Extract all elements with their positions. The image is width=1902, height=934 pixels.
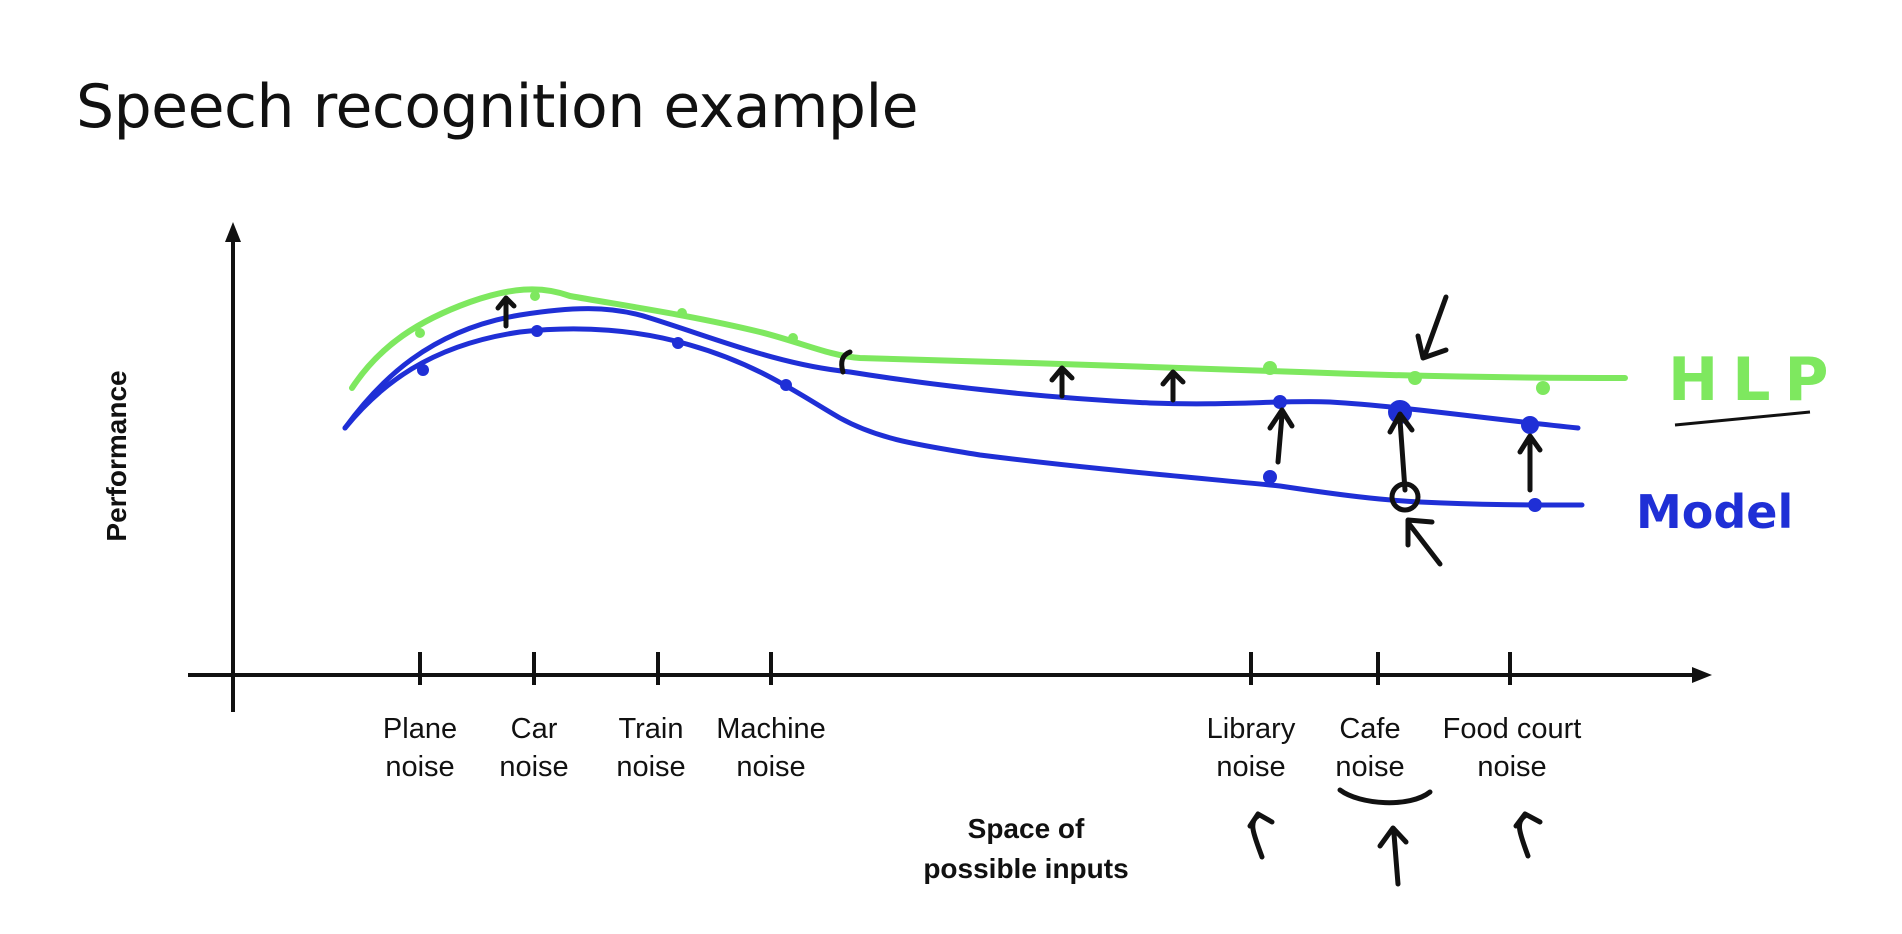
x-axis-label-line1: Space of: [968, 813, 1085, 844]
tick-label: noise: [499, 751, 568, 783]
gap-arrow-cafe: [1387, 411, 1415, 493]
tick-label: noise: [1216, 751, 1285, 783]
tick-label: Cafe: [1339, 713, 1400, 745]
hlp-curve-group: [349, 286, 1628, 395]
tick-label: Car: [511, 713, 558, 745]
tick-label: Machine: [716, 713, 826, 745]
input-arrow-food-court: [1513, 811, 1543, 859]
slide-title: Speech recognition example: [76, 72, 919, 142]
gap-arrow-food-court: [1517, 433, 1543, 493]
curve-labels: HLP Model: [1636, 345, 1842, 539]
small-up-arrow: [1049, 365, 1075, 399]
x-axis-label-line2: possible inputs: [923, 853, 1128, 884]
y-axis-arrowhead: [225, 222, 241, 242]
gap-arrow-library: [1267, 407, 1295, 465]
input-arrow-library: [1247, 811, 1275, 860]
hlp-label: HLP: [1668, 345, 1842, 415]
hlp-point: [415, 328, 425, 338]
y-axis-label: Performance: [101, 370, 132, 541]
tick-label: Library: [1207, 713, 1296, 745]
tick-label: noise: [736, 751, 805, 783]
hlp-point: [530, 291, 540, 301]
hlp-point: [1263, 361, 1277, 375]
x-axis-ticks: [418, 652, 1512, 685]
pointer-arrow-bottom: [1405, 517, 1443, 567]
hlp-point: [677, 308, 687, 318]
hlp-point: [1536, 381, 1550, 395]
tick-label: noise: [1477, 751, 1546, 783]
tick-label: Train: [619, 713, 684, 745]
cafe-underline-bracket: [1337, 787, 1433, 806]
tick-label: Food court: [1443, 713, 1582, 745]
model-improved-curve-group: [342, 306, 1581, 434]
hlp-point: [788, 333, 798, 343]
tick-label: noise: [616, 751, 685, 783]
tick-label: Plane: [383, 713, 457, 745]
tick-label: noise: [1335, 751, 1404, 783]
model-improved-curve: [342, 306, 1581, 431]
x-axis-arrowhead: [1692, 667, 1712, 683]
hlp-point: [1408, 371, 1422, 385]
hlp-curve: [349, 286, 1628, 391]
small-hook-arrow: [839, 349, 853, 375]
tick-label: noise: [385, 751, 454, 783]
model-label: Model: [1636, 485, 1793, 539]
hlp-underline: [1674, 410, 1811, 427]
model-improved-point: [1273, 395, 1287, 409]
small-up-arrow: [1160, 369, 1186, 403]
model-point: [780, 379, 792, 391]
pointer-arrow-top: [1415, 294, 1449, 361]
model-point: [1528, 498, 1542, 512]
model-point: [531, 325, 543, 337]
annotation-arrows: [495, 294, 1543, 887]
axes: [188, 222, 1712, 712]
input-arrow-cafe: [1377, 825, 1409, 887]
x-axis-tick-labels: Plane noise Car noise Train noise Machin…: [383, 713, 1581, 783]
model-improved-point: [1521, 416, 1539, 434]
model-point: [417, 364, 429, 376]
model-point: [672, 337, 684, 349]
cafe-circle-highlight: [1389, 481, 1421, 513]
x-axis-label: Space of possible inputs: [923, 813, 1128, 884]
model-point: [1263, 470, 1277, 484]
small-up-arrow: [495, 295, 517, 329]
